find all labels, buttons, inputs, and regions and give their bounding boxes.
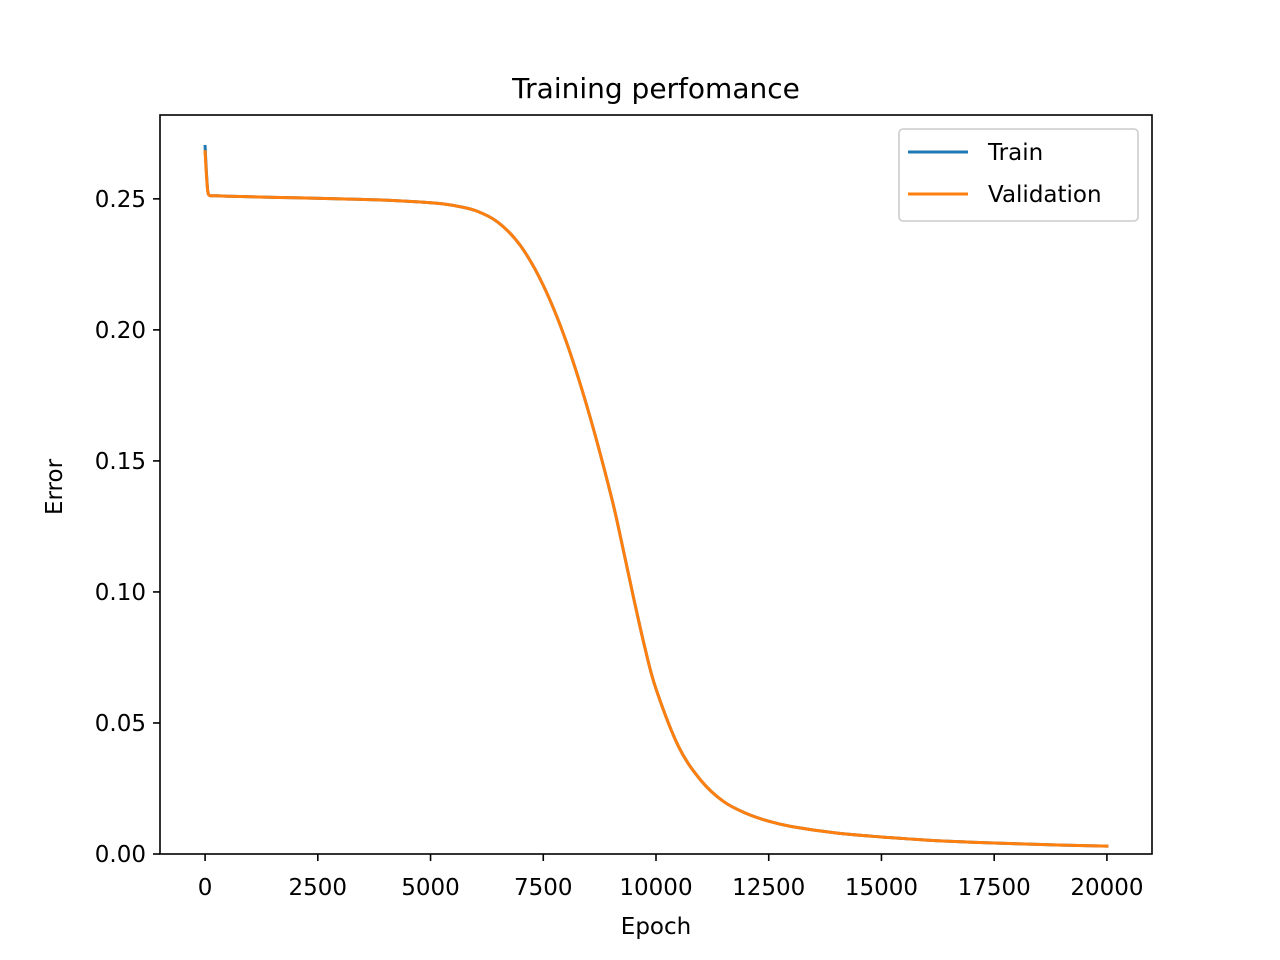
y-tick-label: 0.05 bbox=[95, 711, 146, 737]
x-tick-label: 0 bbox=[198, 875, 213, 901]
y-axis-label: Error bbox=[42, 458, 68, 515]
y-axis-ticks: 0.00 0.05 0.10 0.15 0.20 0.25 bbox=[95, 187, 160, 868]
chart-title: Training perfomance bbox=[511, 72, 800, 105]
x-axis-label: Epoch bbox=[621, 914, 691, 940]
y-tick-label: 0.00 bbox=[95, 842, 146, 868]
legend: Train Validation bbox=[898, 128, 1139, 222]
y-tick-label: 0.20 bbox=[95, 318, 146, 344]
x-tick-label: 20000 bbox=[1070, 875, 1143, 901]
series-layer bbox=[203, 144, 1109, 848]
x-tick-label: 10000 bbox=[619, 875, 692, 901]
y-tick-label: 0.25 bbox=[95, 187, 146, 213]
y-tick-label: 0.15 bbox=[95, 449, 146, 475]
y-tick-label: 0.10 bbox=[95, 580, 146, 606]
legend-label-validation: Validation bbox=[988, 182, 1102, 208]
series-line-validation bbox=[203, 150, 1109, 848]
x-tick-label: 2500 bbox=[289, 875, 348, 901]
x-tick-label: 17500 bbox=[958, 875, 1031, 901]
x-axis-ticks: 0 2500 5000 7500 10000 12500 15000 17500 20000 bbox=[198, 854, 1143, 901]
x-tick-label: 5000 bbox=[401, 875, 460, 901]
x-tick-label: 15000 bbox=[845, 875, 918, 901]
x-tick-label: 7500 bbox=[514, 875, 573, 901]
legend-label-train: Train bbox=[987, 140, 1043, 166]
x-tick-label: 12500 bbox=[732, 875, 805, 901]
